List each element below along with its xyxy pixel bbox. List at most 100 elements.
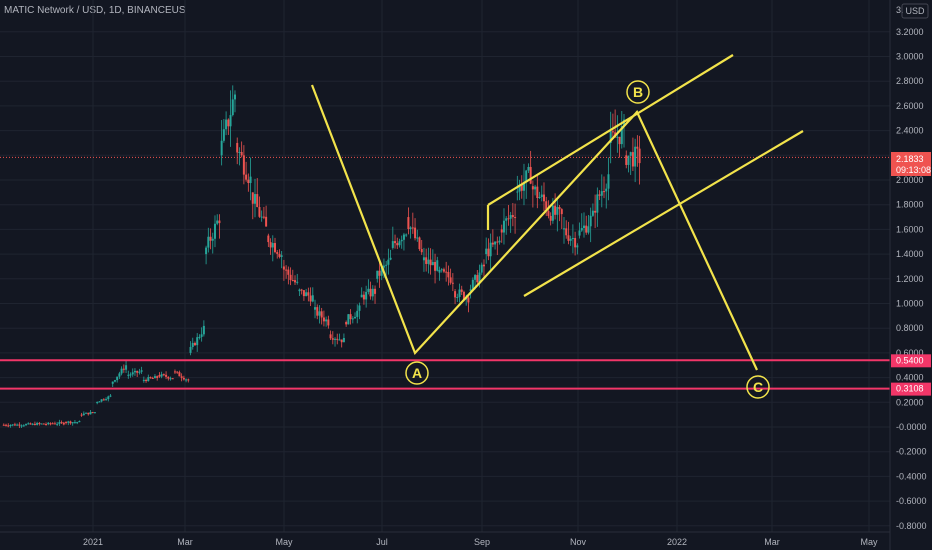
candle-body [107,396,110,400]
symbol-title: MATIC Network / USD, 1D, BINANCEUS [4,5,186,16]
candle-body [329,334,332,339]
candlesticks [2,85,641,429]
candle-body [325,319,328,322]
candle-body [420,249,423,253]
candle-body [340,339,343,343]
candle-body [434,262,437,271]
wave-point-c[interactable]: C [746,375,770,399]
candle-body [7,425,10,427]
candle-body [398,241,401,246]
candle-body [156,376,159,379]
candle-body [105,399,108,401]
candle-body [222,129,225,141]
candle-body [196,337,199,346]
candle-body [220,140,223,156]
candle-body [187,379,190,381]
candle-body [278,253,281,257]
candle-body [447,271,450,278]
price-tick-label: 1.2000 [896,274,924,284]
channel-upper-line[interactable] [487,54,734,206]
time-tick-label: May [275,537,293,547]
candle-body [229,115,232,127]
candle-body [458,289,461,297]
price-tick-label: 2.8000 [896,76,924,86]
candle-body [482,264,485,267]
candle-body [591,210,594,216]
candle-body [260,216,263,218]
time-axis[interactable]: 2021 Mar May Jul Sep Nov 2022 Mar May [83,537,878,547]
candle-body [80,414,83,416]
candle-body [96,402,99,404]
candle-body [442,269,445,272]
candle-body [585,225,588,233]
candle-body [42,423,45,425]
candle-body [87,412,90,415]
candle-body [638,148,641,164]
candle-body [31,423,34,425]
candle-body [631,152,634,167]
candle-body [347,314,350,325]
candle-body [271,243,274,248]
candle-body [280,255,283,257]
candle-body [425,257,428,264]
drawing-tools[interactable] [310,54,804,371]
level-tag-bg [891,354,931,368]
channel-lower-line[interactable] [523,130,804,297]
candle-body [16,424,19,426]
candle-body [440,269,443,271]
wave-point-label: A [412,365,422,381]
price-tick-label: 2.6000 [896,101,924,111]
candle-body [33,423,36,425]
candle-body [27,423,30,425]
current-price-tag-bg [891,152,931,176]
candle-body [378,270,381,276]
candle-body [538,196,541,199]
candle-body [496,241,499,243]
candle-body [69,421,72,424]
wave-point-a[interactable]: A [405,361,429,385]
candle-body [113,380,116,382]
candle-body [589,215,592,227]
candle-body [302,290,305,297]
candle-body [71,422,74,424]
wave-point-b[interactable]: B [626,80,650,104]
candle-body [282,266,285,270]
candle-body [198,336,201,338]
time-tick-label: Mar [177,537,193,547]
candle-body [369,288,372,297]
candle-body [76,422,79,424]
time-tick-label: Sep [474,537,490,547]
candle-body [40,423,43,425]
candle-body [58,422,61,424]
candle-body [200,334,203,337]
candle-body [587,226,590,233]
candle-body [476,275,479,283]
candle-body [634,146,637,167]
candle-body [360,294,363,298]
candle-body [236,142,239,153]
candle-body [227,119,230,127]
candle-body [485,248,488,255]
price-tick-label: 1.6000 [896,224,924,234]
currency-badge[interactable]: USD [901,3,929,19]
candle-body [145,379,148,382]
candle-body [367,288,370,292]
abc-wave-path[interactable] [310,84,758,371]
candle-body [120,368,123,374]
candle-body [327,319,330,326]
candle-body [549,215,552,221]
bar-countdown: 09:13:08 [896,165,931,175]
candle-body [356,310,359,317]
candle-body [296,281,299,283]
candle-body [436,260,439,271]
candle-body [18,424,21,426]
candle-body [514,217,517,219]
price-axis[interactable]: 3.20003.00002.80002.60002.40002.20002.00… [896,27,927,531]
candle-body [558,207,561,210]
candle-body [534,186,537,190]
candle-body [300,289,303,291]
candle-body [160,374,163,377]
candle-body [11,424,14,426]
candle-body [611,131,614,133]
